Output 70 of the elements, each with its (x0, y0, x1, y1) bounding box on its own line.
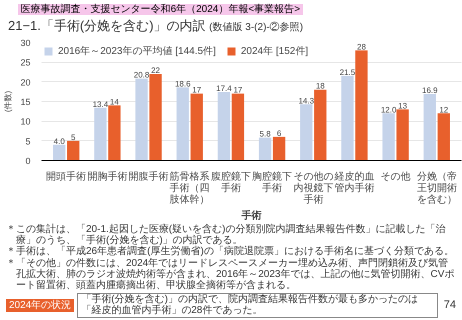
text: 医療事故調査・支援センター令和6年（2024）年報<事業報告> (18, 4, 304, 15)
x-tick-label: その他 (380, 170, 411, 182)
data-label: 18.6 (174, 79, 192, 88)
bar (53, 144, 66, 160)
y-tick-label: 25 (20, 58, 31, 68)
y-tick-label: 0 (25, 156, 31, 166)
legend-label: 2024年 [152件] (240, 45, 308, 58)
y-tick-label: 20 (20, 77, 31, 88)
data-label: 18 (316, 82, 326, 91)
bar (355, 50, 368, 160)
bar (218, 92, 230, 160)
data-label: 5 (70, 132, 76, 142)
x-tick-label: 開胸手術 (87, 170, 128, 182)
data-label: 17 (233, 86, 243, 95)
x-tick-label: 筋骨格系手術（四肢体幹） (170, 170, 210, 206)
data-label: 14.3 (298, 96, 315, 106)
bar (341, 76, 354, 160)
x-tick-label: 開腹手術 (128, 170, 169, 182)
bar (272, 136, 286, 160)
data-label: 13.4 (92, 100, 109, 109)
x-tick-label: 分娩（帝王切開術を含む） (416, 170, 457, 206)
text: ＊「その他」の件数には、2024年ではリードレスペースメーカー埋め込み術、声門閉鎖術及び気管孔拡大術、肺のラジオ波焼灼術等が含まれ、2016年～2023年では、上記の他に気管切開術、CVポート留置術、頭蓋内腫瘍摘出術、甲状腺全摘術等が含まれる。 (6, 258, 456, 292)
data-label: 22 (151, 66, 161, 75)
text: ＊この集計は、「20-1.起因した医療(疑いを含む)の分類別院内調査結果報告件数」に記載した「治療」のうち、「手術(分娩を含む)」の内訳である。 (6, 224, 446, 246)
y-tick-label: 15 (20, 97, 31, 107)
bar (382, 113, 395, 160)
bar (108, 105, 121, 160)
data-label: 6 (276, 128, 282, 138)
data-label: 5.8 (260, 130, 272, 139)
x-tick-label: 開頭手術 (46, 170, 86, 182)
bar (94, 108, 107, 160)
chart-title: 21−1.「手術(分娩を含む)」の内訳 (8, 18, 206, 34)
bar (190, 94, 203, 160)
data-label: 12.0 (380, 105, 397, 114)
data-label: 21.5 (340, 68, 356, 77)
bar (135, 78, 148, 160)
legend-label: 2016年～2023年の平均値 [144.5件] (58, 45, 216, 58)
bar (300, 104, 312, 160)
chart-subtitle: (数値版 3-(2)-②参照) (209, 22, 304, 34)
bar (176, 87, 189, 160)
bar (258, 138, 272, 160)
bar (67, 140, 80, 160)
data-label: 13 (398, 101, 408, 110)
text: 「手術(分娩を含む)」の内訳で、院内調査結果報告件数が最も多かったのは「経皮的血管内手術」の28件であった。 (77, 293, 438, 318)
data-label: 16.9 (422, 86, 438, 96)
x-tick-label: その他の内視鏡下手術 (293, 170, 334, 206)
x-tick-label: 腹腔鏡下 手術 (210, 170, 251, 194)
data-label: 14 (110, 97, 120, 106)
data-label: 28 (356, 42, 366, 52)
bar (424, 94, 436, 160)
bar (314, 90, 326, 160)
y-tick-label: 30 (20, 38, 31, 48)
text: ＊手術は、「平成26年患者調査(厚生労働省)の「病院退院票」における手術名に基づく分類である。 (6, 246, 455, 258)
text: 74 (444, 299, 456, 312)
bar (396, 109, 409, 160)
bar (149, 74, 162, 160)
y-axis-title: (件数) (3, 90, 12, 112)
x-tick-label: 胸腔鏡下手術 (252, 170, 292, 194)
data-label: 20.8 (134, 70, 150, 80)
data-label: 12 (439, 105, 449, 114)
y-tick-label: 10 (20, 116, 31, 127)
y-tick-label: 5 (25, 136, 31, 146)
bar (438, 113, 450, 160)
text: 2024年の状況 (6, 298, 74, 312)
x-tick-label: 経皮的血管内手術 (333, 170, 374, 194)
data-label: 17 (192, 86, 202, 95)
data-label: 17.4 (216, 84, 232, 94)
data-label: 4.0 (54, 136, 66, 146)
bar (232, 94, 244, 160)
x-axis-title: 手術 (240, 210, 262, 222)
